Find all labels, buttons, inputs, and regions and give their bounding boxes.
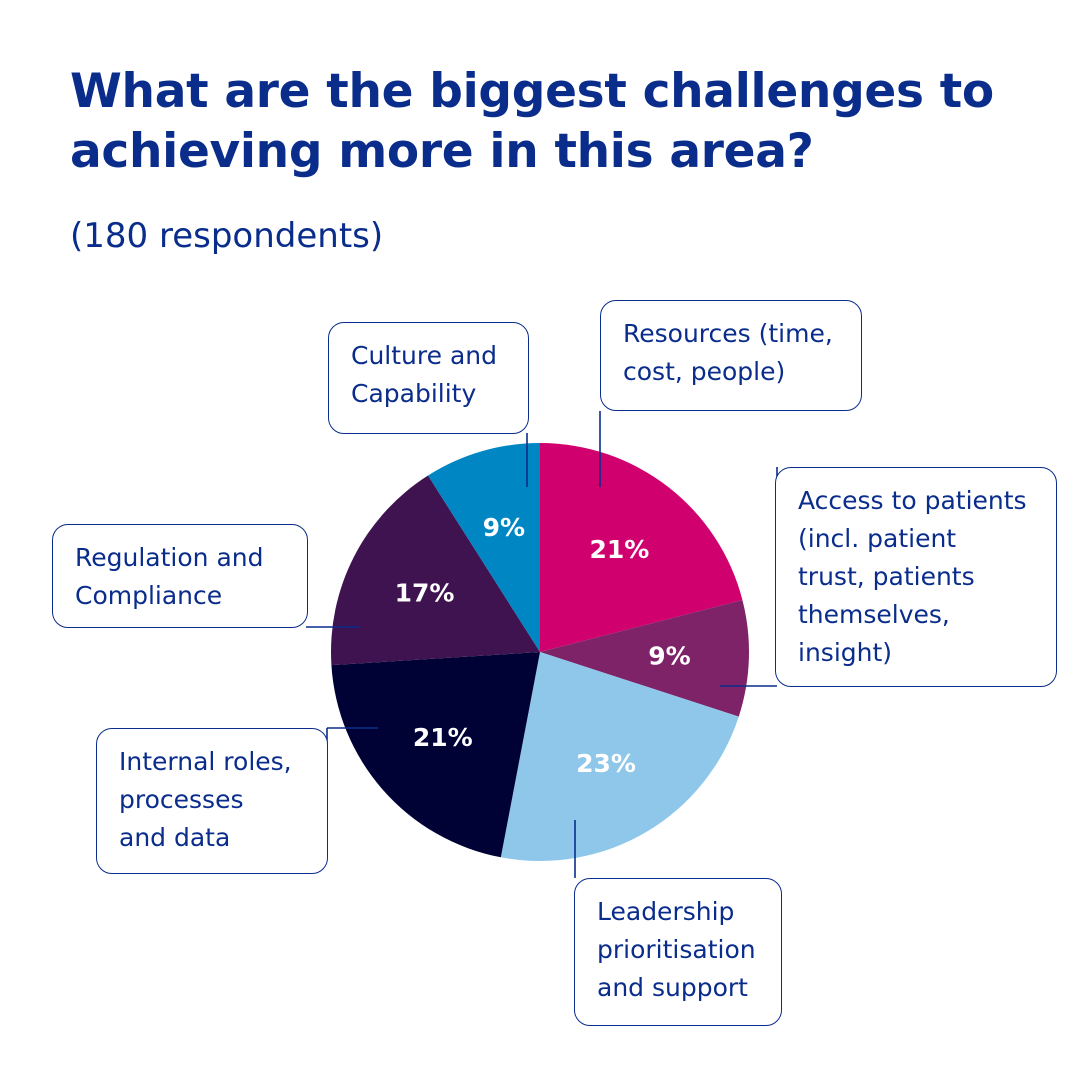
slice-value-labels: 21% 9% 23% 21% 17% 9% (395, 513, 691, 778)
callout-resources: Resources (time, cost, people) (600, 300, 862, 411)
slice-value-access-to-patients: 9% (648, 642, 690, 671)
pie-slice-culture (428, 443, 540, 652)
pie-slice-access-to-patients (540, 600, 749, 717)
pie-slice-regulation (330, 475, 540, 666)
slice-value-culture: 9% (483, 513, 525, 542)
chart-title: What are the biggest challenges to achie… (70, 64, 994, 179)
pie-slices (330, 443, 749, 862)
slice-value-resources: 21% (589, 535, 649, 564)
callout-internal-roles: Internal roles, processes and data (96, 728, 328, 874)
callout-regulation: Regulation and Compliance (52, 524, 308, 628)
slice-value-leadership: 23% (576, 749, 636, 778)
pie-slice-leadership (500, 652, 739, 862)
slice-value-regulation: 17% (395, 579, 455, 608)
callout-leadership: Leadership prioritisation and support (574, 878, 782, 1026)
chart-subtitle: (180 respondents) (70, 216, 384, 256)
pie-slice-resources (540, 443, 743, 652)
pie-slice-internal-roles (331, 652, 540, 858)
callout-access-to-patients: Access to patients (incl. patient trust,… (775, 467, 1057, 687)
slice-value-internal-roles: 21% (413, 723, 473, 752)
callout-culture: Culture and Capability (328, 322, 529, 434)
